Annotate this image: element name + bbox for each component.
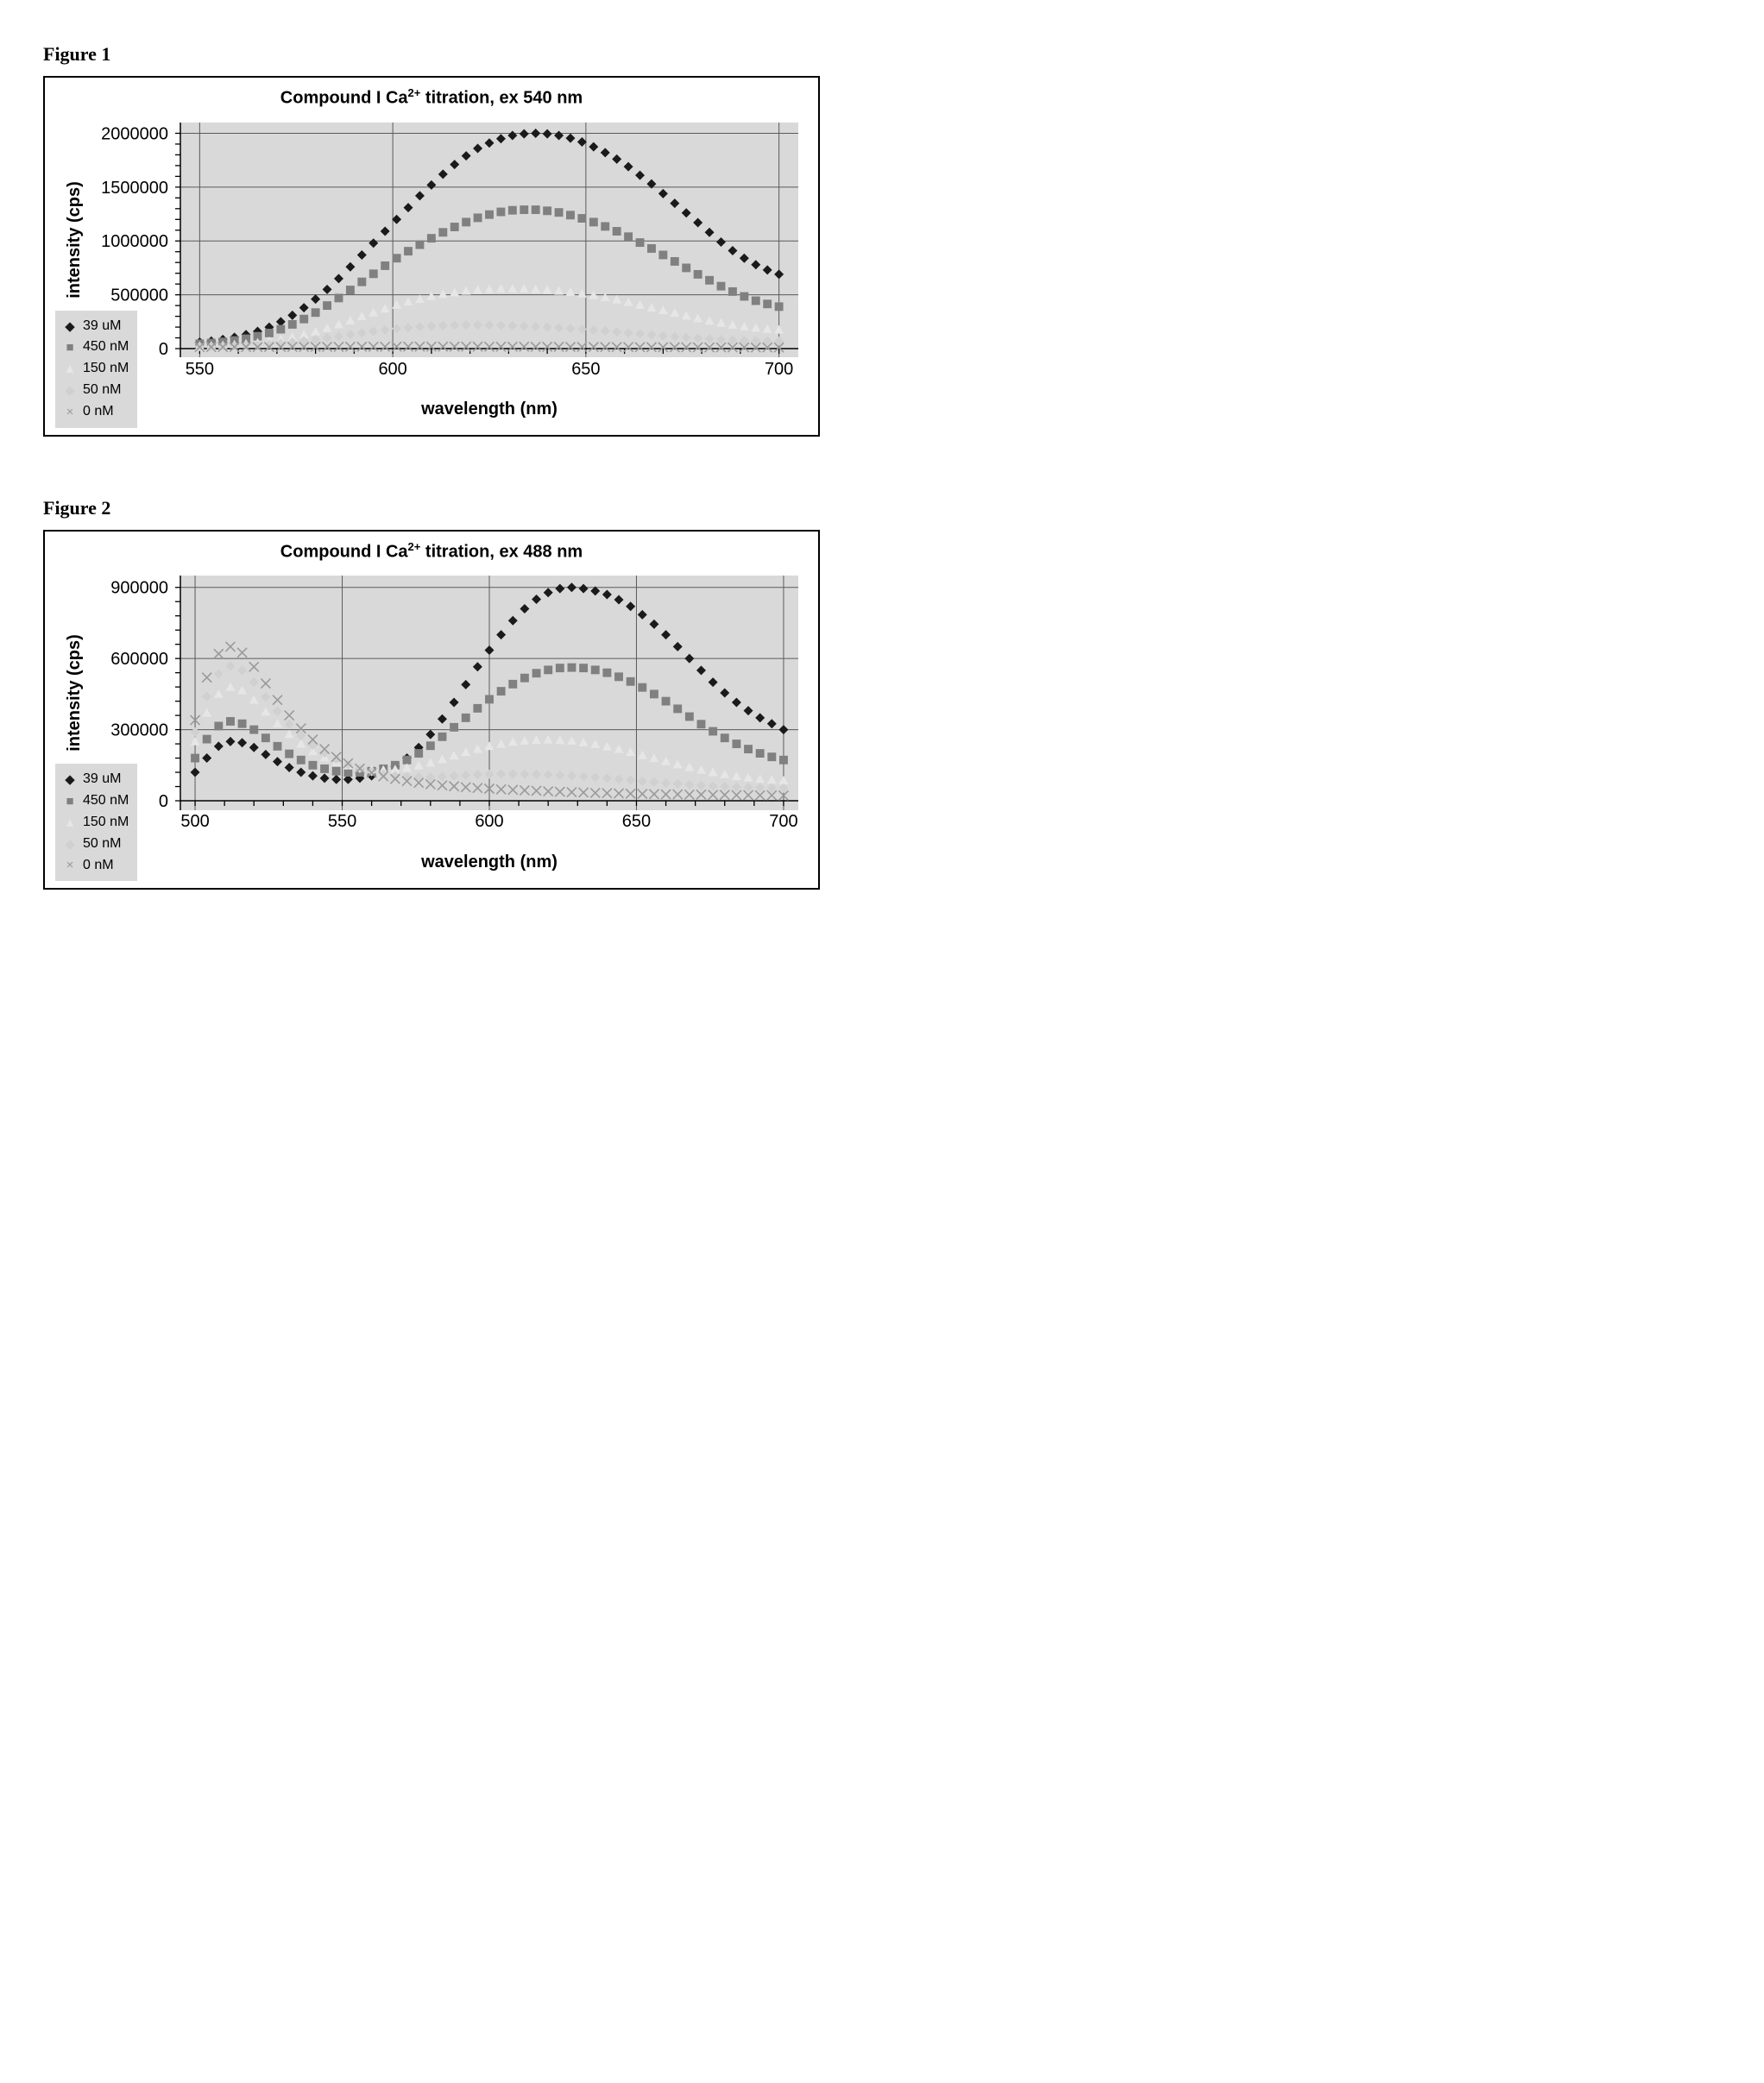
legend-marker-icon: ◆ — [62, 773, 78, 786]
legend-item: ◆ 50 nM — [62, 834, 129, 855]
legend-item: ■ 450 nM — [62, 337, 129, 358]
legend-item-label: 0 nM — [83, 401, 114, 423]
legend-item: ■ 450 nM — [62, 790, 129, 812]
legend-item-label: 150 nM — [83, 812, 129, 834]
chart-container-1: Compound I Ca2+ titration, ex 540 nm 550… — [43, 76, 820, 437]
legend-item-label: 0 nM — [83, 855, 114, 877]
chart-container-2: Compound I Ca2+ titration, ex 488 nm 500… — [43, 530, 820, 890]
legend-marker-icon: × — [62, 859, 78, 872]
svg-text:2000000: 2000000 — [101, 124, 168, 143]
legend-item: ◆ 39 uM — [62, 769, 129, 790]
svg-text:300000: 300000 — [110, 721, 168, 740]
legend-item-label: 150 nM — [83, 358, 129, 380]
legend-item: × 0 nM — [62, 855, 129, 877]
svg-text:1500000: 1500000 — [101, 179, 168, 198]
svg-text:500000: 500000 — [110, 286, 168, 305]
legend-marker-icon: ◆ — [62, 384, 78, 397]
legend-item-label: 450 nM — [83, 790, 129, 812]
chart-svg-2: 500 550 600 650 700 0 300000 600000 900000 wavele… — [55, 567, 811, 878]
chart-legend-1: ◆ 39 uM ■ 450 nM ▲ 150 nM ◆ 50 nM × 0 nM — [55, 311, 137, 428]
legend-marker-icon: ■ — [62, 795, 78, 808]
svg-text:550: 550 — [328, 812, 356, 831]
chart-legend-2: ◆ 39 uM ■ 450 nM ▲ 150 nM ◆ 50 nM × 0 nM — [55, 764, 137, 881]
chart-plot-wrap-2: 500 550 600 650 700 0 300000 600000 900000 wavele… — [55, 567, 808, 878]
chart-svg-1: 550 600 650 700 0 500000 1000000 1500000 2000000… — [55, 114, 811, 425]
svg-text:0: 0 — [159, 792, 168, 811]
figure-label-1: Figure 1 — [43, 43, 839, 66]
legend-marker-icon: ◆ — [62, 838, 78, 851]
svg-text:500: 500 — [180, 812, 209, 831]
svg-text:600: 600 — [475, 812, 503, 831]
chart-title-prefix: Compound I Ca — [280, 542, 408, 561]
legend-item-label: 50 nM — [83, 380, 121, 401]
legend-marker-icon: ▲ — [62, 816, 78, 829]
svg-text:intensity (cps): intensity (cps) — [65, 181, 84, 299]
legend-item-label: 50 nM — [83, 834, 121, 855]
legend-item: ▲ 150 nM — [62, 812, 129, 834]
legend-item: ◆ 39 uM — [62, 316, 129, 337]
legend-marker-icon: ◆ — [62, 320, 78, 333]
chart-title-prefix: Compound I Ca — [280, 89, 408, 108]
chart-title-suffix: titration, ex 488 nm — [420, 542, 583, 561]
legend-marker-icon: ▲ — [62, 362, 78, 375]
svg-text:600000: 600000 — [110, 650, 168, 669]
svg-text:700: 700 — [765, 360, 793, 379]
svg-text:0: 0 — [159, 340, 168, 359]
chart-title-suffix: titration, ex 540 nm — [420, 89, 583, 108]
svg-text:wavelength (nm): wavelength (nm) — [420, 400, 558, 418]
legend-item: ◆ 50 nM — [62, 380, 129, 401]
legend-marker-icon: ■ — [62, 341, 78, 354]
legend-marker-icon: × — [62, 406, 78, 418]
page: Figure 1 Compound I Ca2+ titration, ex 5… — [0, 0, 882, 941]
legend-item: ▲ 150 nM — [62, 358, 129, 380]
legend-item-label: 39 uM — [83, 769, 121, 790]
svg-text:wavelength (nm): wavelength (nm) — [420, 853, 558, 872]
chart-title-2: Compound I Ca2+ titration, ex 488 nm — [55, 540, 808, 563]
svg-text:700: 700 — [769, 812, 797, 831]
svg-text:600: 600 — [378, 360, 406, 379]
svg-text:1000000: 1000000 — [101, 232, 168, 251]
svg-text:550: 550 — [186, 360, 214, 379]
legend-item-label: 450 nM — [83, 337, 129, 358]
chart-title-sup: 2+ — [408, 540, 421, 553]
svg-text:650: 650 — [622, 812, 651, 831]
legend-item-label: 39 uM — [83, 316, 121, 337]
svg-text:900000: 900000 — [110, 579, 168, 598]
figure-label-2: Figure 2 — [43, 497, 839, 519]
svg-text:650: 650 — [571, 360, 600, 379]
svg-text:intensity (cps): intensity (cps) — [65, 635, 84, 752]
chart-plot-wrap-1: 550 600 650 700 0 500000 1000000 1500000 2000000… — [55, 114, 808, 425]
chart-title-1: Compound I Ca2+ titration, ex 540 nm — [55, 86, 808, 109]
legend-item: × 0 nM — [62, 401, 129, 423]
chart-title-sup: 2+ — [408, 86, 421, 99]
